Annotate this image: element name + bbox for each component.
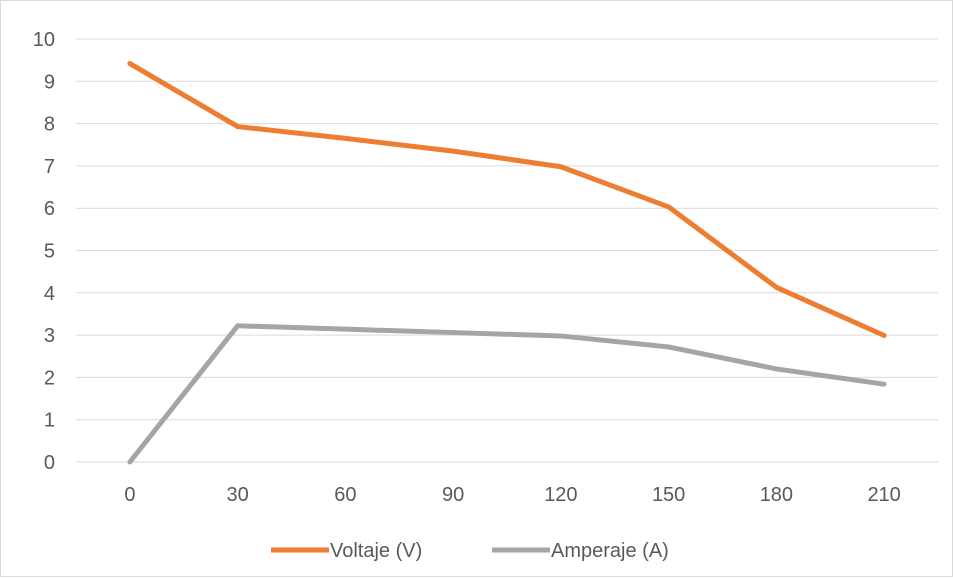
series-line-0: [127, 61, 887, 339]
y-tick-label: 0: [44, 452, 55, 474]
y-tick-label: 3: [44, 325, 55, 347]
y-tick-label: 6: [44, 198, 55, 220]
legend: Voltaje (V) Amperaje (A): [271, 540, 669, 562]
y-tick-label: 1: [44, 410, 55, 432]
y-tick-label: 5: [44, 241, 55, 263]
x-tick-label: 90: [442, 484, 464, 506]
x-tick-label: 180: [760, 484, 793, 506]
y-axis-tick-labels: 0 1 2 3 4 5 6 7 8 9 10: [33, 29, 55, 474]
y-tick-label: 2: [44, 367, 55, 389]
series-line-1: [127, 323, 887, 465]
series-lines: [127, 61, 887, 465]
x-tick-label: 120: [544, 484, 577, 506]
x-tick-label: 150: [652, 484, 685, 506]
x-tick-label: 210: [867, 484, 900, 506]
y-tick-label: 8: [44, 114, 55, 136]
y-tick-label: 9: [44, 71, 55, 93]
x-axis-tick-labels: 0 30 60 90 120 150 180 210: [124, 484, 901, 506]
legend-label-0: Voltaje (V): [330, 540, 422, 562]
y-tick-label: 4: [44, 283, 55, 305]
gridlines: [76, 38, 938, 463]
x-tick-label: 0: [124, 484, 135, 506]
y-tick-label: 10: [33, 29, 55, 51]
y-tick-label: 7: [44, 156, 55, 178]
x-tick-label: 30: [227, 484, 249, 506]
legend-label-1: Amperaje (A): [551, 540, 669, 562]
x-tick-label: 60: [334, 484, 356, 506]
